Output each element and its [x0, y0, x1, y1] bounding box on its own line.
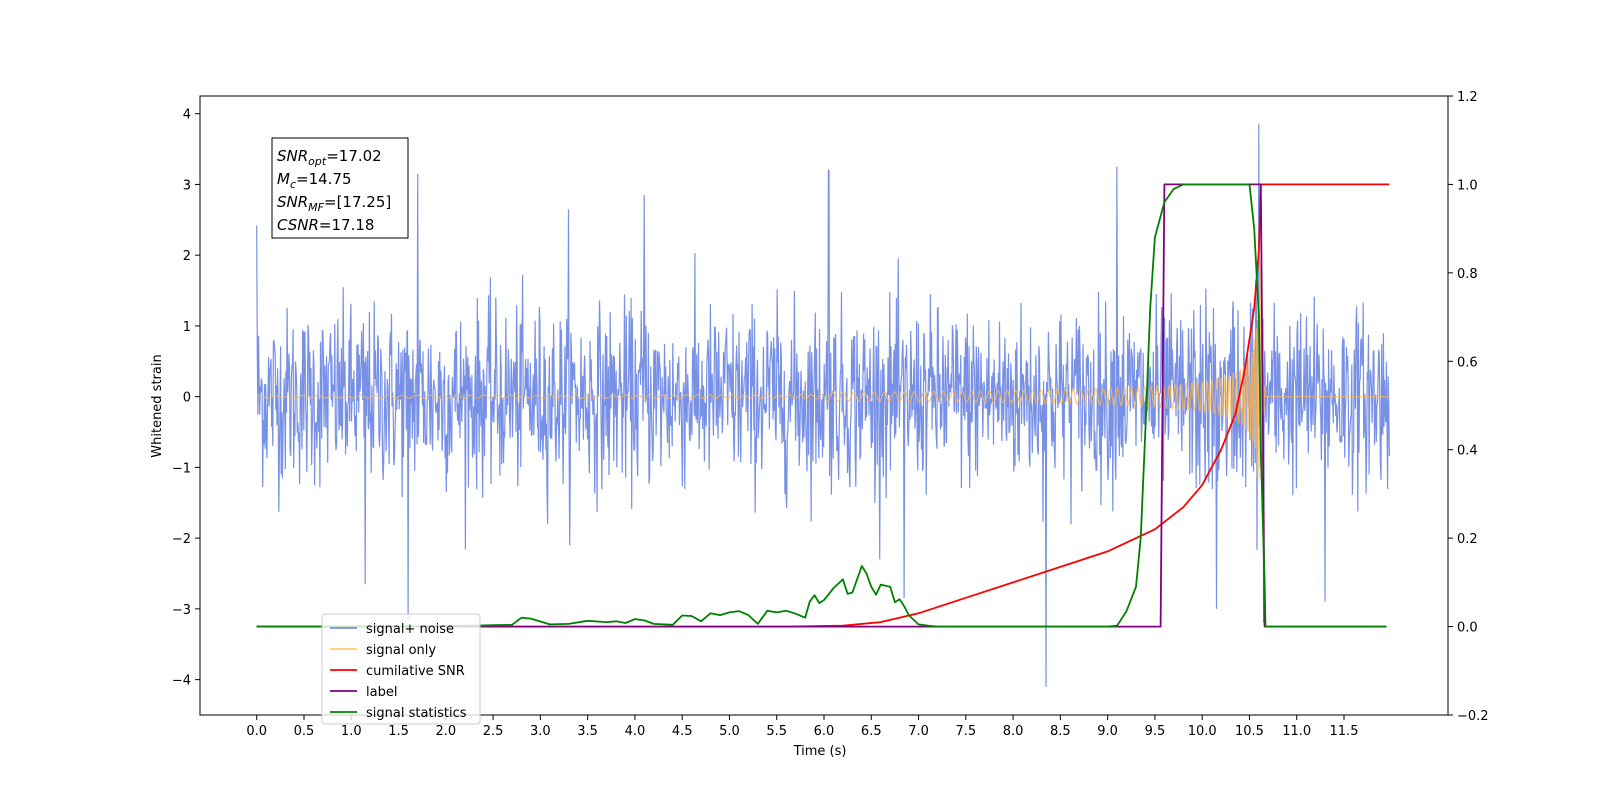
x-tick-label: 4.0 — [625, 724, 646, 739]
x-tick-label: 10.5 — [1235, 724, 1264, 739]
y-tick-label-right: 0.0 — [1457, 621, 1478, 636]
x-tick-label: 8.0 — [1003, 724, 1024, 739]
series-signal-only — [256, 260, 1390, 480]
y-tick-label-right: 0.6 — [1457, 355, 1478, 370]
y-tick-label-right: 0.2 — [1457, 532, 1478, 547]
series-layer — [256, 124, 1390, 687]
legend-label: signal only — [366, 643, 436, 658]
y-tick-label-left: −2 — [172, 532, 191, 547]
y-tick-label-right: 0.8 — [1457, 267, 1478, 282]
x-tick-label: 1.5 — [388, 724, 409, 739]
x-tick-label: 0.0 — [246, 724, 267, 739]
x-tick-label: 8.5 — [1050, 724, 1071, 739]
x-tick-label: 3.5 — [577, 724, 598, 739]
x-tick-label: 1.0 — [341, 724, 362, 739]
x-tick-label: 7.0 — [908, 724, 929, 739]
x-tick-label: 11.5 — [1330, 724, 1359, 739]
x-tick-label: 0.5 — [294, 724, 315, 739]
y-tick-label-left: 4 — [183, 108, 191, 123]
y-tick-label-right: 1.0 — [1457, 178, 1478, 193]
y-tick-label-left: 2 — [183, 249, 191, 264]
y-axis-right: −0.2 0.0 0.2 0.4 0.6 0.8 1.0 1.2 — [1448, 90, 1489, 724]
y-tick-label-left: 3 — [183, 178, 191, 193]
y-tick-label-right: −0.2 — [1457, 709, 1489, 724]
x-tick-label: 2.0 — [435, 724, 456, 739]
y-tick-label-left: 0 — [183, 391, 191, 406]
annotation-line: SNRopt=17.02 — [277, 147, 382, 168]
series-signal-noise — [256, 124, 1390, 687]
x-axis: 0.0 0.5 1.0 1.5 2.0 2.5 3.0 3.5 4.0 4.5 5.0 5.5 6.0 6… — [246, 715, 1358, 739]
x-tick-label: 5.0 — [719, 724, 740, 739]
legend-label: signal+ noise — [366, 622, 454, 637]
x-tick-label: 10.0 — [1188, 724, 1217, 739]
y-tick-label-left: −3 — [172, 603, 191, 618]
annotation-line: Mc=14.75 — [277, 170, 352, 191]
x-tick-label: 5.5 — [766, 724, 787, 739]
legend-label: label — [366, 685, 397, 700]
y-tick-label-left: −1 — [172, 461, 191, 476]
x-tick-label: 9.0 — [1097, 724, 1118, 739]
series-signal-statistics — [256, 183, 1387, 628]
annotation-line: SNRMF=[17.25] — [277, 193, 391, 214]
legend-label: signal statistics — [366, 706, 467, 721]
y-tick-label-right: 1.2 — [1457, 90, 1478, 105]
x-tick-label: 9.5 — [1145, 724, 1166, 739]
y-tick-label-right: 0.4 — [1457, 444, 1478, 459]
x-tick-label: 11.0 — [1282, 724, 1311, 739]
x-tick-label: 2.5 — [483, 724, 504, 739]
y-tick-label-left: 1 — [183, 320, 191, 335]
x-axis-label: Time (s) — [793, 744, 847, 759]
x-tick-label: 7.5 — [955, 724, 976, 739]
y-axis-left: −4 −3 −2 −1 0 1 2 3 4 — [172, 108, 200, 689]
x-tick-label: 6.0 — [814, 724, 835, 739]
legend-label: cumilative SNR — [366, 664, 465, 679]
legend: signal+ noise signal only cumilative SNR la… — [321, 613, 481, 725]
x-tick-label: 6.5 — [861, 724, 882, 739]
y-tick-label-left: −4 — [172, 674, 191, 689]
annotation-line: CSNR=17.18 — [277, 216, 374, 234]
x-tick-label: 3.0 — [530, 724, 551, 739]
y-axis-label: Whitened strain — [150, 354, 165, 457]
x-tick-label: 4.5 — [672, 724, 693, 739]
